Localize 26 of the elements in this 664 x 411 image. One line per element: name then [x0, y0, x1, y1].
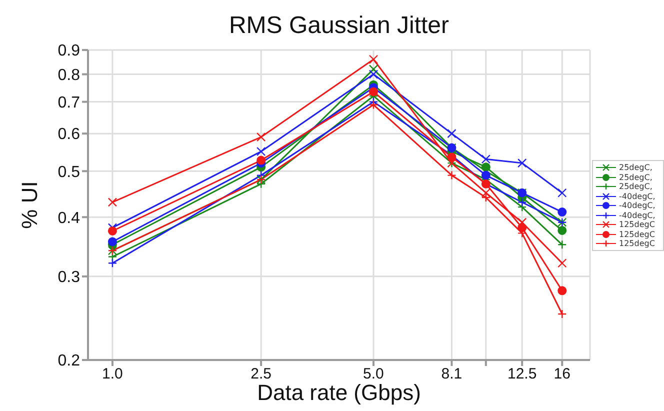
- x-tick-label: 1.0: [102, 366, 123, 383]
- x-axis-title: Data rate (Gbps): [257, 380, 421, 405]
- legend-label: -40degC,: [619, 210, 656, 220]
- y-tick-label: 0.4: [58, 210, 80, 227]
- chart-title: RMS Gaussian Jitter: [228, 12, 450, 40]
- legend-label: 125degC: [619, 220, 655, 229]
- x-tick-label: 8.1: [441, 366, 462, 383]
- y-tick-label: 0.5: [58, 164, 80, 181]
- y-tick-label: 0.2: [58, 352, 80, 370]
- legend-label: -40degC,: [619, 192, 656, 200]
- y-tick-label: 0.3: [58, 269, 80, 286]
- y-tick-label: 0.8: [58, 66, 80, 84]
- y-axis-title: % UI: [17, 181, 43, 229]
- legend-label: 125degC: [619, 230, 655, 238]
- legend-label: 25degC,: [619, 172, 652, 182]
- y-tick-label: 0.6: [58, 126, 80, 144]
- x-tick-label: 16: [554, 366, 570, 383]
- y-tick-label: 0.9: [58, 42, 80, 60]
- legend-label: 25degC,: [619, 163, 652, 172]
- x-tick-label: 5.0: [363, 366, 384, 383]
- legend-label: 25degC,: [619, 182, 652, 191]
- y-tick-label: 0.7: [58, 94, 80, 112]
- legend-label: -40degC,: [619, 201, 656, 210]
- legend-label: 125degC: [619, 239, 655, 248]
- x-tick-label: 2.5: [250, 366, 272, 383]
- x-tick-label: 12.5: [507, 366, 537, 383]
